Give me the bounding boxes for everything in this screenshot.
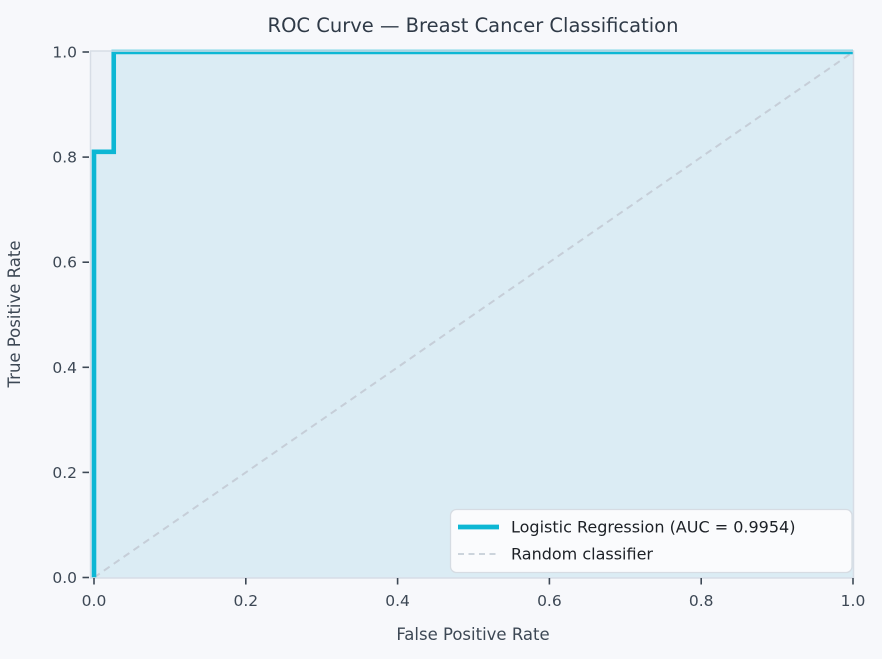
legend-label-logistic-regression: Logistic Regression (AUC = 0.9954) — [511, 518, 795, 537]
tick-label: 1.0 — [52, 44, 77, 62]
tick-label: 0.6 — [52, 254, 77, 272]
random-classifier-diagonal-line — [93, 51, 854, 579]
chart-title: ROC Curve — Breast Cancer Classification — [268, 14, 679, 37]
legend: Logistic Regression (AUC = 0.9954) Rando… — [449, 508, 853, 574]
legend-label-random-classifier: Random classifier — [511, 545, 653, 564]
x-axis-ticks: 0.0 0.2 0.4 0.6 0.8 1.0 — [82, 578, 866, 610]
axes-spines — [89, 50, 855, 579]
roc-curve-line — [91, 49, 853, 578]
y-axis-ticks: 0.0 0.2 0.4 0.6 0.8 1.0 — [52, 44, 89, 587]
tick-label: 0.4 — [385, 592, 410, 610]
tick-label: 0.8 — [52, 149, 77, 167]
tick-label: 0.4 — [52, 359, 77, 377]
tick-label: 0.6 — [537, 592, 562, 610]
x-axis-label: False Positive Rate — [396, 625, 549, 644]
tick-label: 0.2 — [233, 592, 258, 610]
tick-label: 1.0 — [841, 592, 866, 610]
tick-label: 0.8 — [689, 592, 714, 610]
legend-box — [449, 508, 853, 574]
tick-label: 0.2 — [52, 464, 77, 482]
y-axis-label: True Positive Rate — [5, 241, 24, 389]
tick-label: 0.0 — [82, 592, 107, 610]
tick-label: 0.0 — [52, 569, 77, 587]
